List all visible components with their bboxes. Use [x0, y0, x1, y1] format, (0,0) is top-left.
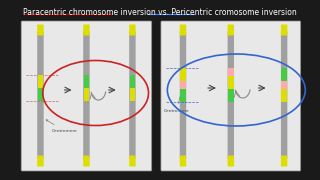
FancyBboxPatch shape	[228, 24, 234, 35]
FancyBboxPatch shape	[281, 31, 287, 159]
FancyBboxPatch shape	[281, 156, 287, 167]
Bar	[281, 89, 287, 102]
FancyBboxPatch shape	[129, 24, 136, 35]
Bar	[281, 68, 287, 81]
Bar	[84, 88, 89, 101]
Bar	[38, 88, 43, 101]
Bar	[180, 68, 186, 81]
FancyBboxPatch shape	[180, 24, 186, 35]
Bar	[281, 81, 287, 89]
FancyBboxPatch shape	[83, 24, 90, 35]
FancyBboxPatch shape	[129, 31, 136, 159]
Bar	[130, 75, 135, 88]
FancyBboxPatch shape	[228, 156, 234, 167]
FancyBboxPatch shape	[180, 31, 186, 159]
FancyBboxPatch shape	[180, 156, 186, 167]
Text: Centromere: Centromere	[164, 88, 189, 113]
Bar	[130, 88, 135, 101]
FancyBboxPatch shape	[161, 21, 301, 171]
FancyBboxPatch shape	[83, 156, 90, 167]
Bar	[180, 81, 186, 89]
FancyBboxPatch shape	[37, 31, 44, 159]
Text: Centromere: Centromere	[46, 120, 77, 133]
Bar	[84, 75, 89, 88]
FancyBboxPatch shape	[21, 21, 152, 171]
FancyBboxPatch shape	[129, 156, 136, 167]
FancyBboxPatch shape	[83, 31, 90, 159]
FancyBboxPatch shape	[37, 156, 44, 167]
FancyBboxPatch shape	[37, 24, 44, 35]
Text: Paracentric chromosome inversion vs. Pericentric cromosome inversion: Paracentric chromosome inversion vs. Per…	[23, 8, 297, 17]
Bar	[38, 75, 43, 88]
FancyBboxPatch shape	[281, 24, 287, 35]
FancyBboxPatch shape	[228, 31, 234, 159]
Bar	[228, 89, 234, 102]
Bar	[228, 76, 234, 89]
Bar	[228, 68, 234, 76]
Bar	[180, 89, 186, 102]
